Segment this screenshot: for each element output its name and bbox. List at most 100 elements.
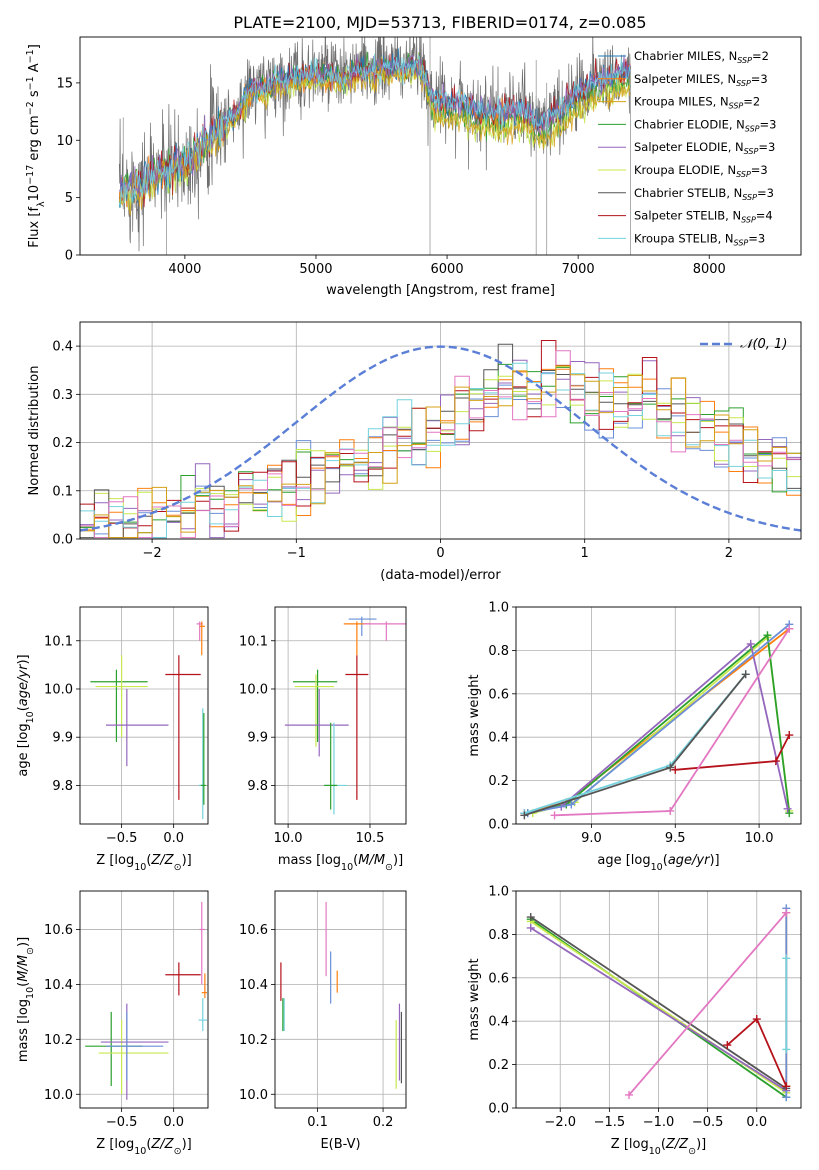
series-marker bbox=[752, 1015, 761, 1024]
plot-area bbox=[85, 901, 207, 1100]
legend-label: Kroupa MILES, NSSP=2 bbox=[634, 95, 760, 111]
x-tick-label: 0.0 bbox=[163, 831, 184, 846]
legend-label: Kroupa ELODIE, NSSP=3 bbox=[634, 163, 768, 179]
chart-ebv_mass: 0.1 0.2 10.0 10.2 10.4 10.6 E(B-V) bbox=[239, 890, 407, 1152]
axes-frame bbox=[274, 890, 407, 1109]
series-marker bbox=[526, 913, 535, 922]
series-marker bbox=[741, 670, 750, 679]
axes-frame bbox=[79, 890, 209, 1109]
x-tick-label: 1 bbox=[581, 546, 589, 561]
plot-area bbox=[526, 904, 791, 1102]
y-axis-label: mass weight bbox=[467, 958, 482, 1040]
x-tick-label: 9.5 bbox=[665, 831, 686, 846]
series-line bbox=[530, 927, 787, 1092]
chart-mass_age: 10.0 10.5 9.8 9.9 10.0 10.1 mass [log10(M/M⊙)] bbox=[239, 606, 407, 873]
series-marker bbox=[782, 908, 791, 917]
x-tick-label: −0.5 bbox=[692, 1115, 724, 1130]
y-tick-label: 0 bbox=[65, 249, 73, 264]
y-tick-label: 10.2 bbox=[239, 1033, 268, 1048]
y-tick-label: 10.6 bbox=[239, 923, 268, 938]
x-tick-label: 5000 bbox=[299, 262, 332, 277]
page-title: PLATE=2100, MJD=53713, FIBERID=0174, z=0… bbox=[233, 13, 646, 32]
series-marker bbox=[746, 639, 755, 648]
x-tick-label: 7000 bbox=[562, 262, 595, 277]
x-tick-label: −1.0 bbox=[643, 1115, 675, 1130]
series-marker bbox=[520, 811, 529, 820]
series-marker bbox=[783, 804, 792, 813]
plot-area bbox=[280, 901, 403, 1089]
series-marker bbox=[567, 800, 576, 809]
x-axis-label: Z [log10(Z/Z⊙)] bbox=[96, 853, 191, 873]
axes-frame bbox=[274, 606, 407, 825]
series-marker bbox=[782, 954, 791, 963]
y-tick-label: 9.8 bbox=[52, 779, 73, 794]
y-tick-label: 0.0 bbox=[488, 1102, 509, 1117]
gaussian-curve bbox=[80, 345, 801, 532]
y-tick-label: 0.8 bbox=[488, 928, 509, 943]
series-marker bbox=[771, 757, 780, 766]
x-axis-label: Z [log10(Z/Z⊙)] bbox=[611, 1137, 706, 1157]
x-tick-label: 0.0 bbox=[746, 1115, 767, 1130]
y-tick-label: 0.4 bbox=[488, 731, 509, 746]
series-marker bbox=[625, 1090, 634, 1099]
y-tick-label: 0.0 bbox=[488, 818, 509, 833]
legend-label: Kroupa STELIB, NSSP=3 bbox=[634, 231, 765, 247]
y-tick-label: 10.0 bbox=[44, 1088, 73, 1103]
x-axis-label: E(B-V) bbox=[320, 1137, 360, 1152]
x-tick-label: 0.1 bbox=[307, 1115, 328, 1130]
x-axis-label: wavelength [Angstrom, rest frame] bbox=[326, 283, 555, 298]
chart-age_weight: 9.0 9.5 10.0 0.0 0.2 0.4 0.6 0.8 1.0 mass weight a… bbox=[467, 601, 802, 873]
y-tick-label: 0.3 bbox=[52, 388, 73, 403]
x-tick-label: −2.0 bbox=[544, 1115, 576, 1130]
y-axis-label: age [log10(age/yr)] bbox=[16, 654, 36, 776]
y-tick-label: 10.0 bbox=[239, 1088, 268, 1103]
plot-area bbox=[118, 37, 631, 255]
series-marker bbox=[782, 1082, 791, 1091]
y-tick-label: 1.0 bbox=[488, 885, 509, 900]
x-tick-label: 10.5 bbox=[355, 831, 384, 846]
x-tick-label: 10.0 bbox=[274, 831, 303, 846]
legend-label: Chabrier MILES, NSSP=2 bbox=[634, 49, 769, 65]
chart-z_mass: −0.5 0.0 10.0 10.2 10.4 10.6 Z [log10(Z/Z⊙)] ma… bbox=[16, 890, 209, 1157]
series-marker bbox=[550, 811, 559, 820]
series-marker bbox=[666, 763, 675, 772]
spectrum-line-m3 bbox=[118, 63, 631, 216]
x-tick-label: −2 bbox=[143, 546, 162, 561]
legend-label: Chabrier STELIB, NSSP=3 bbox=[634, 186, 774, 202]
legend-label: Chabrier ELODIE, NSSP=3 bbox=[634, 117, 776, 133]
y-tick-label: 0.6 bbox=[488, 687, 509, 702]
x-tick-label: 0.2 bbox=[373, 1115, 394, 1130]
x-tick-label: 2 bbox=[725, 546, 733, 561]
y-tick-label: 9.9 bbox=[52, 731, 73, 746]
x-tick-label: 0 bbox=[436, 546, 444, 561]
x-axis-label: Z [log10(Z/Z⊙)] bbox=[96, 1137, 191, 1157]
x-tick-label: 0.0 bbox=[163, 1115, 184, 1130]
chart-z_age: −0.5 0.0 9.8 9.9 10.0 10.1 Z [log10(Z/Z⊙)] age … bbox=[16, 606, 209, 873]
y-tick-label: 10.0 bbox=[239, 682, 268, 697]
y-tick-label: 0.2 bbox=[488, 1058, 509, 1073]
y-tick-label: 15 bbox=[56, 76, 73, 91]
x-tick-label: 6000 bbox=[431, 262, 464, 277]
x-tick-label: −1 bbox=[287, 546, 306, 561]
series-marker bbox=[723, 1041, 732, 1050]
axes-frame bbox=[515, 890, 802, 1109]
y-tick-label: 0.2 bbox=[488, 774, 509, 789]
series-marker bbox=[782, 1045, 791, 1054]
y-axis-label: mass [log10(M/M⊙)] bbox=[16, 937, 36, 1062]
axes-frame bbox=[515, 606, 802, 825]
plot-area bbox=[90, 621, 206, 820]
y-tick-label: 0.1 bbox=[52, 484, 73, 499]
y-tick-label: 10 bbox=[56, 134, 73, 149]
y-tick-label: 0.2 bbox=[52, 436, 73, 451]
y-tick-label: 0.6 bbox=[488, 971, 509, 986]
series-marker bbox=[763, 631, 772, 640]
x-tick-label: −0.5 bbox=[106, 831, 138, 846]
series-line bbox=[628, 912, 787, 1096]
spectrum-line-m9 bbox=[118, 53, 631, 208]
series-marker bbox=[785, 809, 794, 818]
x-tick-label: 10.0 bbox=[745, 831, 774, 846]
y-tick-label: 5 bbox=[65, 191, 73, 206]
y-axis-label: mass weight bbox=[467, 674, 482, 756]
x-tick-label: −1.5 bbox=[594, 1115, 626, 1130]
